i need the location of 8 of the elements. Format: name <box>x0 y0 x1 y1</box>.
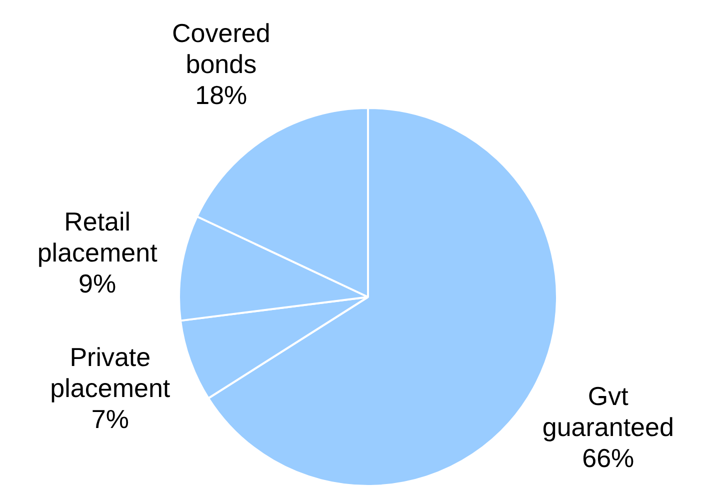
slice-label: Retail placement <box>37 206 158 268</box>
data-label: 18% <box>195 80 248 110</box>
data-label: 9% <box>78 268 116 298</box>
data-label: 7% <box>91 404 129 434</box>
slice-label: Gvt guaranteed <box>542 381 674 442</box>
slice-label: Private placement <box>50 342 171 404</box>
data-label: 66% <box>582 443 634 474</box>
slice-label: Covered bonds <box>172 18 270 79</box>
